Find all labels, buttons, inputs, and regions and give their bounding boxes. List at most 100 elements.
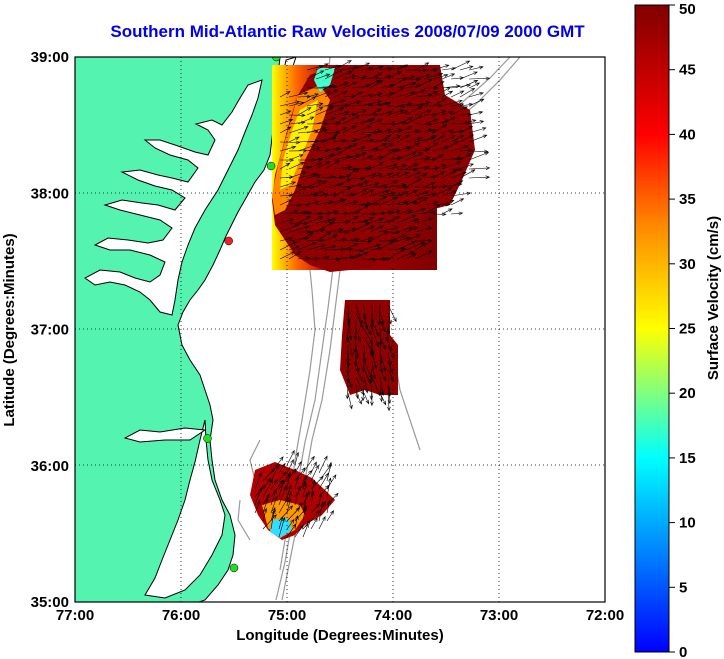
velocity-arrow xyxy=(294,485,301,506)
velocity-arrow xyxy=(315,90,332,98)
velocity-arrow xyxy=(369,138,389,143)
velocity-arrow xyxy=(355,344,360,360)
velocity-arrow xyxy=(286,507,301,522)
velocity-arrow xyxy=(369,155,384,161)
velocity-arrow xyxy=(432,187,453,197)
velocity-arrow xyxy=(379,312,385,326)
velocity-arrow xyxy=(405,163,419,170)
velocity-arrow xyxy=(387,183,407,188)
albemarle-sound xyxy=(123,427,207,443)
velocity-arrow xyxy=(459,163,475,170)
velocity-arrow xyxy=(378,128,392,134)
velocity-arrow xyxy=(306,180,323,188)
velocity-arrow xyxy=(370,304,375,325)
velocity-arrow xyxy=(378,163,398,170)
velocity-arrow xyxy=(414,79,433,89)
velocity-arrow xyxy=(333,111,350,116)
velocity-arrow xyxy=(351,180,370,188)
velocity-arrow xyxy=(288,148,308,153)
velocity-arrow xyxy=(318,516,326,530)
velocity-arrow xyxy=(441,200,455,206)
colorbar-tick-label: 0 xyxy=(679,644,687,659)
velocity-arrow xyxy=(286,490,292,506)
velocity-arrow xyxy=(405,89,426,98)
velocity-arrow xyxy=(306,190,324,197)
velocity-arrow xyxy=(396,75,415,80)
velocity-arrow xyxy=(441,129,454,134)
velocity-arrow xyxy=(306,102,324,107)
velocity-arrow xyxy=(432,171,445,179)
hf-radar-station xyxy=(229,563,239,573)
velocity-arrow xyxy=(414,62,430,71)
velocity-arrow xyxy=(441,141,459,152)
velocity-arrow xyxy=(414,73,432,80)
velocity-arrow xyxy=(333,178,352,188)
velocity-arrow xyxy=(355,360,360,373)
velocity-arrow xyxy=(396,167,418,172)
velocity-arrow xyxy=(396,236,411,242)
y-tick-label: 38:00 xyxy=(31,185,69,202)
velocity-arrow xyxy=(387,77,407,89)
velocity-arrow xyxy=(441,161,462,170)
velocity-arrow xyxy=(361,384,365,402)
velocity-arrow xyxy=(360,79,381,89)
velocity-arrow xyxy=(369,65,384,71)
velocity-arrow xyxy=(441,190,457,197)
velocity-arrow xyxy=(324,64,342,71)
velocity-arrow xyxy=(387,360,393,374)
velocity-arrow xyxy=(302,520,311,530)
velocity-arrow xyxy=(306,107,324,116)
velocity-arrow xyxy=(405,226,419,233)
velocity-arrow xyxy=(288,136,300,143)
velocity-arrow xyxy=(387,368,395,382)
velocity-arrow xyxy=(279,199,293,206)
velocity-arrow xyxy=(414,243,428,251)
velocity-arrow xyxy=(262,467,276,482)
velocity-arrow xyxy=(342,216,359,224)
velocity-arrow xyxy=(270,509,276,530)
velocity-arrow xyxy=(297,144,317,152)
velocity-arrow xyxy=(423,203,442,215)
x-tick-label: 76:00 xyxy=(162,607,200,624)
velocity-arrow xyxy=(387,304,397,323)
velocity-arrow xyxy=(288,113,306,118)
velocity-field-south-cyan xyxy=(270,518,292,538)
velocity-arrow xyxy=(254,472,262,490)
velocity-arrow xyxy=(294,524,304,538)
velocity-arrow xyxy=(279,181,297,188)
velocity-arrow xyxy=(315,175,336,179)
velocity-arrow xyxy=(360,243,382,251)
velocity-arrow xyxy=(351,134,372,143)
velocity-arrow xyxy=(324,210,339,215)
velocity-arrow xyxy=(396,126,413,134)
grid-lines xyxy=(75,57,605,602)
velocity-arrow xyxy=(450,60,471,71)
velocity-arrow xyxy=(326,499,331,514)
velocity-arrow xyxy=(324,107,345,116)
velocity-arrow xyxy=(423,182,436,188)
velocity-arrow xyxy=(286,471,292,490)
velocity-arrow xyxy=(379,352,387,373)
velocity-arrow xyxy=(378,180,399,188)
velocity-arrow xyxy=(351,176,366,181)
velocity-arrow xyxy=(351,252,369,260)
velocity-arrow xyxy=(360,93,374,98)
y-tick-labels: 39:00 38:00 37:00 36:00 35:00 xyxy=(31,49,69,611)
velocity-arrow xyxy=(310,517,318,530)
velocity-arrow xyxy=(432,154,444,161)
velocity-arrow xyxy=(363,376,369,394)
velocity-arrow xyxy=(396,151,417,161)
velocity-arrow xyxy=(286,498,292,514)
velocity-arrow xyxy=(318,502,324,522)
velocity-arrow xyxy=(360,130,379,134)
velocity-arrow xyxy=(387,230,401,235)
velocity-arrow xyxy=(387,135,402,143)
velocity-arrow xyxy=(315,244,337,251)
velocity-arrow xyxy=(369,218,384,224)
velocity-arrow xyxy=(423,72,444,80)
velocity-arrow xyxy=(369,196,387,206)
velocity-arrow xyxy=(318,492,323,506)
velocity-arrow xyxy=(288,91,309,98)
velocity-arrow xyxy=(360,155,374,161)
